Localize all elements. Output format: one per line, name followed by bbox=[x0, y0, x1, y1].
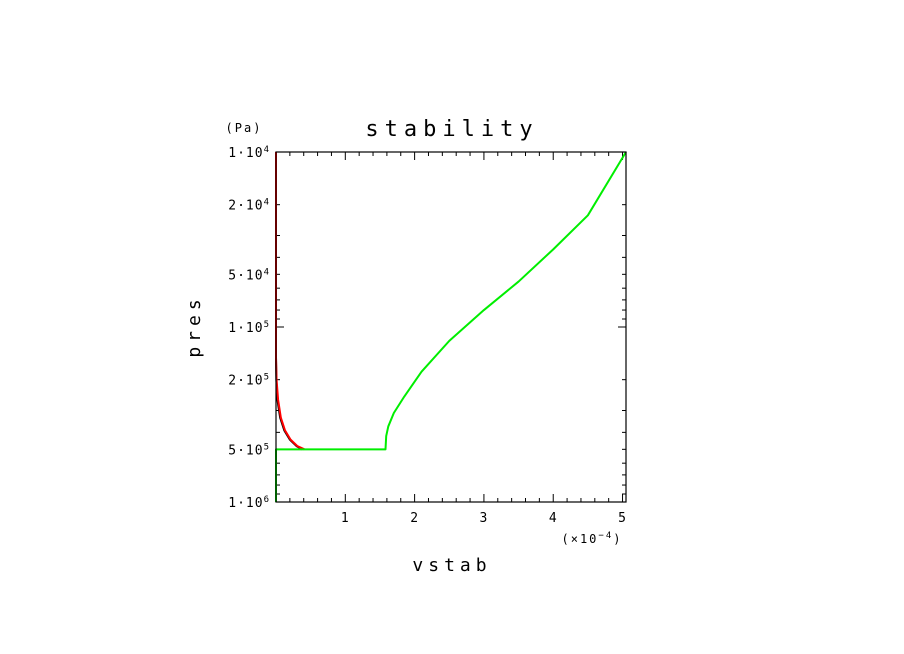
x-tick-label: 5 bbox=[618, 511, 627, 526]
y-tick-label: 2·104 bbox=[228, 198, 270, 214]
y-tick-label: 5·105 bbox=[228, 442, 270, 458]
y-tick-label: 1·104 bbox=[228, 145, 270, 161]
series-line-2 bbox=[275, 152, 305, 451]
x-multiplier-label: (×10−4) bbox=[562, 531, 623, 546]
plot-frame bbox=[275, 151, 627, 503]
y-unit-label: (Pa) bbox=[226, 121, 263, 135]
chart-title: stability bbox=[365, 117, 538, 142]
x-tick-label: 4 bbox=[549, 511, 558, 526]
y-tick-label: 1·106 bbox=[228, 495, 270, 511]
y-tick-label: 5·104 bbox=[228, 267, 270, 283]
y-tick-label: 2·105 bbox=[228, 373, 270, 389]
y-tick-label: 1·105 bbox=[228, 320, 270, 336]
y-axis-title: pres bbox=[184, 294, 205, 357]
series-line-3 bbox=[275, 151, 627, 502]
plot-area bbox=[275, 151, 627, 503]
x-tick-label: 3 bbox=[480, 511, 489, 526]
x-tick-label: 2 bbox=[410, 511, 419, 526]
series-line-1 bbox=[275, 152, 303, 451]
x-axis-title: vstab bbox=[412, 555, 491, 576]
x-tick-label: 1 bbox=[341, 511, 350, 526]
